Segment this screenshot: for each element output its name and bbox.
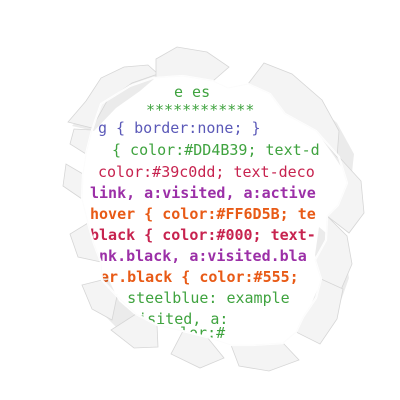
code-line: color:#39c0dd; text-deco xyxy=(98,162,315,182)
code-line: ************ xyxy=(146,100,254,120)
code-line: ver.black { color:#555; xyxy=(91,267,299,287)
code-line: ink steelblue: example xyxy=(91,288,290,308)
code-token: black { color:#000; text- xyxy=(90,226,316,244)
code-token: ink.black, a:visited.bla xyxy=(90,247,307,265)
code-line: black { color:#000; text- xyxy=(90,225,316,245)
code-line: link, a:visited, a:active xyxy=(90,183,316,203)
code-token: link, a:visited, a:active xyxy=(90,184,316,202)
code-token: color:#39c0dd; text-deco xyxy=(98,163,315,181)
code-token: ************ xyxy=(146,101,255,119)
code-token: lor:# xyxy=(180,324,226,342)
code-line: { color:#DD4B39; text-d xyxy=(112,140,320,160)
code-token: e es xyxy=(174,83,211,101)
code-line: lor:# xyxy=(180,323,225,343)
code-token: ver.black { color:#555; xyxy=(91,268,299,286)
code-line: ink.black, a:visited.bla xyxy=(90,246,307,266)
code-token: { color:#DD4B39; text-d xyxy=(112,141,320,159)
code-line: g { border:none; } xyxy=(98,118,261,138)
code-token: g { border:none; } xyxy=(98,119,261,137)
code-line: e es xyxy=(174,82,210,102)
code-token: ink steelblue: example xyxy=(91,289,290,307)
code-token: hover { color:#FF6D5B; te xyxy=(90,205,316,223)
code-line: hover { color:#FF6D5B; te xyxy=(90,204,316,224)
